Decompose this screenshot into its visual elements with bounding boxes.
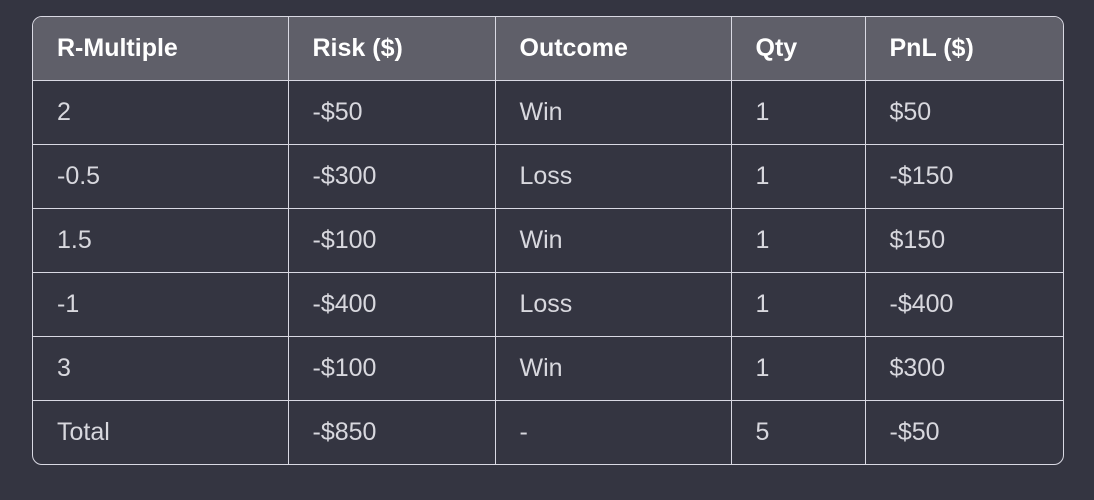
cell-pnl: -$50 xyxy=(864,400,1063,464)
cell-risk: -$50 xyxy=(287,80,496,145)
cell-outcome: Win xyxy=(494,336,732,401)
cell-risk: -$300 xyxy=(287,144,496,209)
cell-risk: -$850 xyxy=(287,400,496,464)
cell-qty: 5 xyxy=(730,400,866,464)
cell-pnl: -$400 xyxy=(864,272,1063,337)
pnl-table-container: R-Multiple Risk ($) Outcome Qty PnL ($) 2 -$5… xyxy=(32,16,1064,465)
cell-qty: 1 xyxy=(730,144,866,209)
cell-outcome: Win xyxy=(494,208,732,273)
cell-qty: 1 xyxy=(730,272,866,337)
cell-r-multiple: 3 xyxy=(33,336,289,401)
header-risk: Risk ($) xyxy=(287,17,496,81)
cell-outcome: - xyxy=(494,400,732,464)
cell-qty: 1 xyxy=(730,80,866,145)
header-pnl: PnL ($) xyxy=(864,17,1063,81)
table-row: 2 -$50 Win 1 $50 xyxy=(33,80,1063,145)
header-qty: Qty xyxy=(730,17,866,81)
cell-risk: -$100 xyxy=(287,336,496,401)
cell-r-multiple: -0.5 xyxy=(33,144,289,209)
cell-pnl: $150 xyxy=(864,208,1063,273)
table-row: 3 -$100 Win 1 $300 xyxy=(33,336,1063,401)
header-outcome: Outcome xyxy=(494,17,732,81)
table-row: 1.5 -$100 Win 1 $150 xyxy=(33,208,1063,273)
cell-outcome: Win xyxy=(494,80,732,145)
header-r-multiple: R-Multiple xyxy=(33,17,289,81)
cell-r-multiple: -1 xyxy=(33,272,289,337)
cell-qty: 1 xyxy=(730,208,866,273)
cell-r-multiple: Total xyxy=(33,400,289,464)
cell-qty: 1 xyxy=(730,336,866,401)
table-row: -1 -$400 Loss 1 -$400 xyxy=(33,272,1063,337)
table-header-row: R-Multiple Risk ($) Outcome Qty PnL ($) xyxy=(33,17,1063,81)
cell-outcome: Loss xyxy=(494,144,732,209)
cell-pnl: $300 xyxy=(864,336,1063,401)
cell-risk: -$400 xyxy=(287,272,496,337)
cell-r-multiple: 1.5 xyxy=(33,208,289,273)
cell-pnl: $50 xyxy=(864,80,1063,145)
total-row: Total -$850-5 -$50 xyxy=(33,400,1063,464)
cell-outcome: Loss xyxy=(494,272,732,337)
cell-r-multiple: 2 xyxy=(33,80,289,145)
table-row: -0.5 -$300 Loss 1 -$150 xyxy=(33,144,1063,209)
cell-risk: -$100 xyxy=(287,208,496,273)
cell-pnl: -$150 xyxy=(864,144,1063,209)
pnl-table: R-Multiple Risk ($) Outcome Qty PnL ($) 2 -$5… xyxy=(33,17,1063,464)
